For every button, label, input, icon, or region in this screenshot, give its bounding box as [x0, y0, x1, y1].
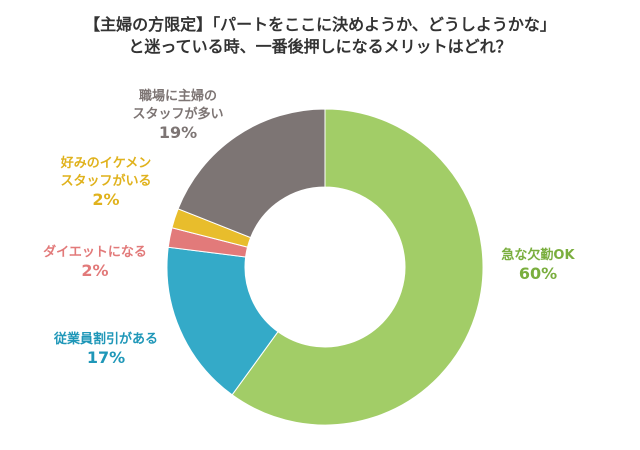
slice-0	[231, 108, 484, 426]
slice-label-line: 従業員割引がある	[53, 331, 158, 347]
slice-label-line: スタッフが多い	[132, 106, 223, 122]
slice-label-line: 好みのイケメン	[60, 155, 152, 171]
chart-title-line-2: と迷っている時、一番後押しになるメリットはどれ？	[128, 37, 512, 56]
slice-label-line: スタッフがいる	[60, 173, 151, 189]
slice-label-4: 職場に主婦のスタッフが多い 19%	[132, 88, 223, 142]
slice-label-line: 急な欠勤OK	[501, 247, 575, 263]
slice-value-label: 19%	[159, 123, 197, 142]
slice-value-label: 60%	[519, 264, 557, 283]
slice-value-label: 2%	[92, 190, 119, 209]
slice-1	[166, 246, 279, 396]
slice-label-line: ダイエットになる	[43, 244, 147, 260]
slice-value-label: 2%	[81, 261, 108, 280]
slice-4	[177, 108, 326, 239]
slice-label-3: 好みのイケメンスタッフがいる 2%	[60, 155, 152, 209]
slice-label-1: 従業員割引がある 17%	[53, 331, 158, 367]
chart-title: 【主婦の方限定】「パートをここに決めようか、どうしようかな」 と迷っている時、一…	[0, 14, 640, 58]
slice-label-0: 急な欠勤OK 60%	[501, 247, 575, 283]
slice-value-label: 17%	[87, 348, 125, 367]
slice-label-line: 職場に主婦の	[139, 88, 217, 104]
chart-title-line-1: 【主婦の方限定】「パートをここに決めようか、どうしようかな」	[84, 15, 556, 34]
slice-label-2: ダイエットになる 2%	[43, 244, 147, 280]
